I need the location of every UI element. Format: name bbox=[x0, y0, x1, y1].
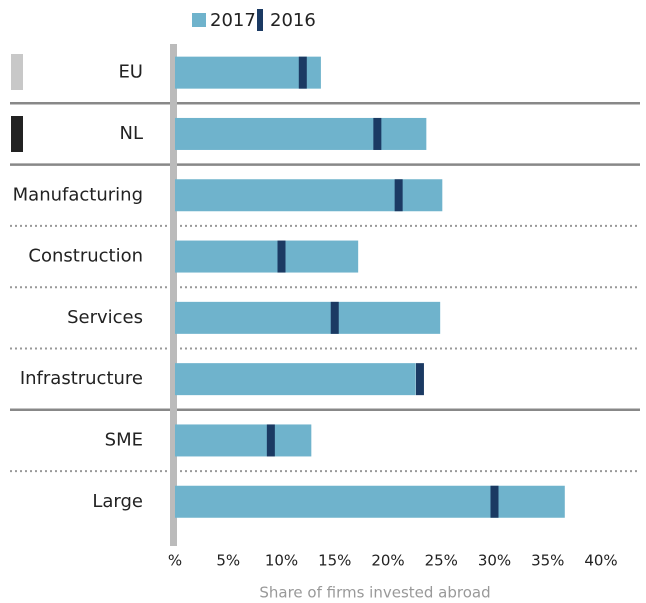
marker-2016 bbox=[490, 485, 499, 518]
category-label: Manufacturing bbox=[13, 184, 143, 205]
marker-2016 bbox=[298, 56, 307, 89]
marker-2016 bbox=[394, 179, 403, 212]
legend-swatch bbox=[192, 13, 206, 27]
legend-label: 2016 bbox=[270, 10, 316, 31]
x-tick-label: 15% bbox=[318, 552, 351, 570]
x-tick-label: 5% bbox=[216, 552, 240, 570]
bar bbox=[175, 363, 416, 396]
nl-swatch bbox=[11, 116, 23, 152]
marker-2016 bbox=[277, 240, 286, 273]
marker-2016 bbox=[415, 363, 424, 396]
category-label: EU bbox=[118, 62, 143, 83]
axis-line bbox=[170, 44, 177, 546]
category-label: Large bbox=[92, 491, 143, 512]
marker-2016 bbox=[330, 301, 339, 334]
x-tick-label: % bbox=[168, 552, 182, 570]
x-tick-label: 25% bbox=[425, 552, 458, 570]
bar bbox=[175, 301, 441, 334]
category-label: NL bbox=[120, 123, 144, 144]
x-tick-label: 35% bbox=[531, 552, 564, 570]
x-axis-title: Share of firms invested abroad bbox=[259, 584, 490, 602]
category-label: Infrastructure bbox=[20, 368, 143, 389]
bar bbox=[175, 485, 565, 518]
category-label: Construction bbox=[28, 246, 143, 267]
eu-swatch bbox=[11, 54, 23, 90]
marker-2016 bbox=[266, 424, 275, 457]
marker-2016 bbox=[373, 117, 382, 150]
category-label: Services bbox=[67, 307, 143, 328]
legend-label: 2017 bbox=[210, 10, 256, 31]
bar bbox=[175, 424, 312, 457]
x-tick-label: 20% bbox=[371, 552, 404, 570]
x-tick-label: 40% bbox=[584, 552, 617, 570]
bar bbox=[175, 117, 427, 150]
x-tick-label: 30% bbox=[478, 552, 511, 570]
category-label: SME bbox=[105, 429, 143, 450]
bar bbox=[175, 240, 359, 273]
x-tick-label: 10% bbox=[265, 552, 298, 570]
legend-swatch bbox=[257, 9, 263, 31]
bar bbox=[175, 56, 321, 89]
